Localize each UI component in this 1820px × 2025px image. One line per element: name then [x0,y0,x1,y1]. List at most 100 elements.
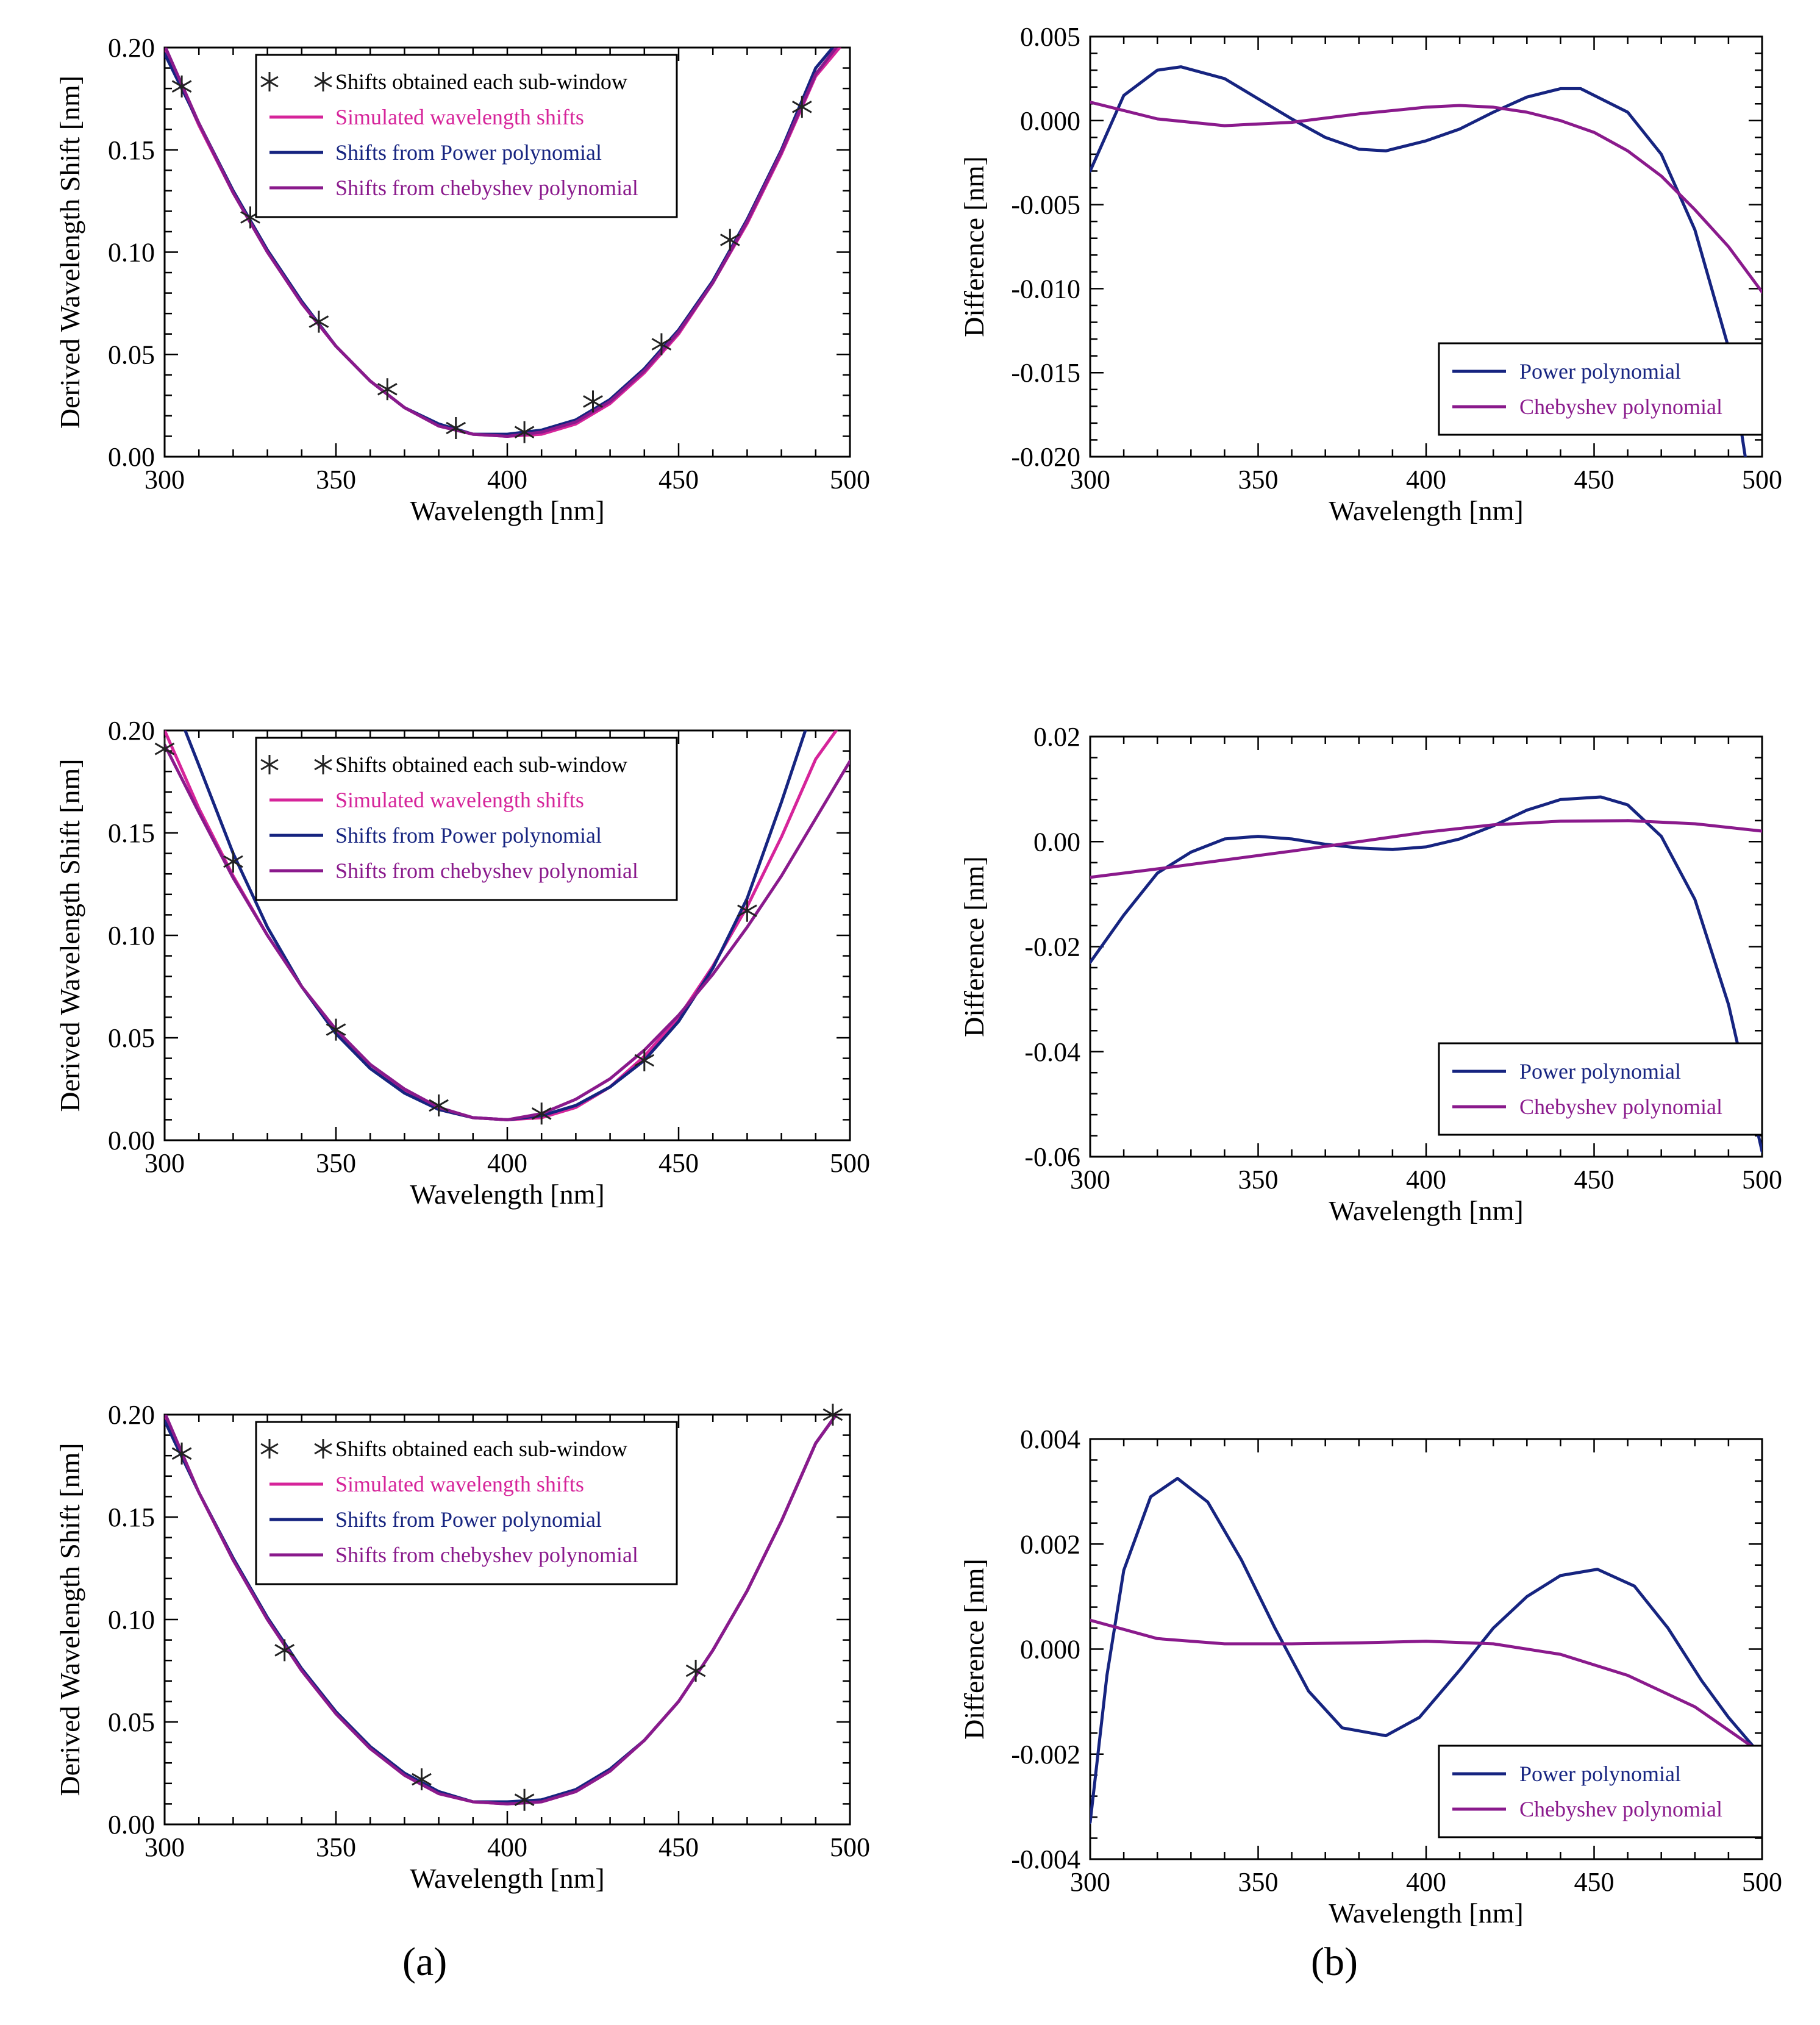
data-marker [531,1102,552,1125]
x-tick-label: 450 [1574,1165,1615,1195]
y-tick-label: -0.010 [1011,274,1080,304]
x-tick-label: 400 [487,1832,527,1862]
legend-label: Shifts obtained each sub-window [335,752,627,777]
data-marker [429,1094,449,1116]
y-tick-label: 0.10 [108,238,155,268]
y-tick-label: 0.00 [1033,827,1080,857]
series-line-shifts-from-chebyshev-polynomial [165,48,838,438]
series-group [1090,1477,1757,1824]
x-axis-label: Wavelength [nm] [410,1863,604,1894]
y-tick-label: 0.15 [108,135,155,165]
y-tick-label: 0.000 [1020,1635,1080,1665]
y-tick-label: -0.002 [1011,1740,1080,1770]
data-marker [171,75,192,98]
series-line-shifts-from-chebyshev-polynomial [165,743,850,1121]
y-axis-label: Difference [nm] [958,156,990,337]
x-tick-label: 300 [1070,465,1110,495]
y-tick-label: 0.000 [1020,106,1080,136]
legend-box [1438,342,1763,436]
x-tick-label: 500 [1742,1867,1782,1897]
series-line-chebyshev-polynomial [1090,101,1762,294]
y-tick-label: -0.005 [1011,190,1080,220]
y-tick-label: -0.020 [1011,442,1080,472]
x-tick-label: 500 [830,1832,870,1862]
data-marker [309,310,329,333]
legend-label: Shifts from chebyshev polynomial [335,1543,638,1567]
x-tick-label: 300 [1070,1165,1110,1195]
x-tick-label: 500 [1742,1165,1782,1195]
y-axis-label: Derived Wavelength Shift [nm] [54,76,85,429]
legend-marker [314,755,332,774]
legend-box [1438,1745,1763,1838]
series-group [1090,65,1762,457]
data-marker [377,378,398,401]
y-axis-label: Derived Wavelength Shift [nm] [54,1443,85,1796]
data-marker [791,96,812,118]
y-axis-label: Difference [nm] [958,1559,990,1740]
series-group [1090,795,1762,1153]
chart-b1: 300 350 400 450 500 -0.020 -0.015 -0.010 -0.005 0… [958,22,1782,526]
x-tick-label: 350 [316,1148,356,1178]
data-marker [634,1049,655,1071]
x-tick-label: 350 [316,1832,356,1862]
data-marker [583,390,603,413]
y-tick-label: 0.005 [1020,22,1080,52]
x-tick-label: 350 [1238,1867,1279,1897]
x-axis-label: Wavelength [nm] [410,1179,604,1210]
data-marker [737,899,757,922]
data-marker [719,229,740,251]
y-tick-label: -0.04 [1024,1037,1080,1067]
data-marker [223,851,243,873]
data-marker [823,1404,843,1426]
y-tick-label: -0.06 [1024,1142,1080,1172]
y-axis-label: Derived Wavelength Shift [nm] [54,759,85,1112]
series-line-power-polynomial [1090,1477,1757,1824]
x-tick-label: 300 [145,1148,185,1178]
legend-label: Shifts from Power polynomial [335,140,602,165]
legend-label: Shifts from Power polynomial [335,1507,602,1532]
y-tick-label: 0.05 [108,1707,155,1737]
y-tick-label: -0.02 [1024,932,1080,962]
series-line-chebyshev-polynomial [1090,819,1762,879]
legend-label: Chebyshev polynomial [1519,1797,1722,1821]
y-tick-label: 0.20 [108,716,155,746]
panel-label-b: (b) [1311,1940,1358,1984]
legend-label: Simulated wavelength shifts [335,1472,584,1496]
x-tick-label: 350 [316,465,356,495]
x-tick-label: 300 [1070,1867,1110,1897]
data-marker [171,1442,192,1465]
x-tick-label: 400 [487,465,527,495]
legend-box [255,1421,678,1585]
data-marker [154,738,175,760]
x-tick-label: 500 [830,1148,870,1178]
y-tick-label: 0.05 [108,1023,155,1053]
legend-label: Shifts from Power polynomial [335,823,602,848]
legend-marker [260,1439,279,1459]
legend-label: Chebyshev polynomial [1519,1095,1722,1119]
x-tick-label: 450 [658,1148,699,1178]
y-tick-label: 0.00 [108,1810,155,1840]
legend-box [255,737,678,901]
y-tick-label: 0.004 [1020,1424,1080,1454]
chart-a2: 300 350 400 450 500 0.00 0.05 0.10 0.15 0.20 Wavel… [54,716,870,1210]
legend-marker [260,755,279,774]
y-tick-label: -0.004 [1011,1845,1080,1874]
x-tick-label: 500 [1742,465,1782,495]
x-axis-label: Wavelength [nm] [1329,495,1523,526]
y-tick-label: -0.015 [1011,358,1080,388]
x-tick-label: 450 [658,1832,699,1862]
series-group [165,1415,838,1805]
legend-marker [260,72,279,91]
legend-box [1438,1042,1763,1136]
data-marker [651,333,672,355]
legend-label: Simulated wavelength shifts [335,788,584,812]
panel-label-a: (a) [402,1940,448,1984]
x-tick-label: 300 [145,465,185,495]
chart-b3: 300 350 400 450 500 -0.004 -0.002 0.000 0.002 0.0… [958,1424,1782,1929]
series-line-power-polynomial [1090,795,1762,1153]
legend-marker [314,72,332,91]
y-tick-label: 0.002 [1020,1529,1080,1559]
y-tick-label: 0.00 [108,442,155,472]
series-line-chebyshev-polynomial [1090,1618,1757,1751]
legend-label: Simulated wavelength shifts [335,105,584,129]
